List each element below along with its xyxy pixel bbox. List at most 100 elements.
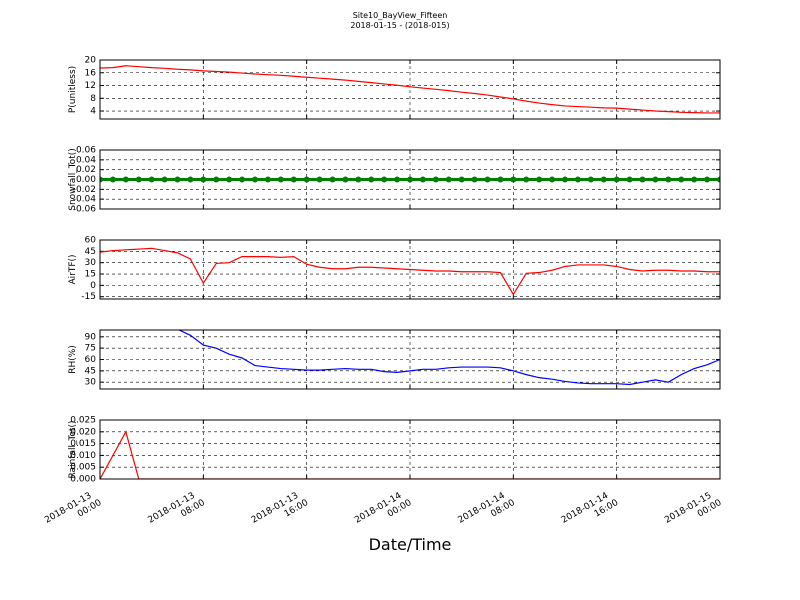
y-tick-label: -0.06 — [73, 205, 97, 215]
plot-area — [100, 176, 720, 183]
data-point — [432, 176, 439, 183]
data-point — [100, 176, 103, 183]
y-tick-label: 0.025 — [70, 416, 96, 426]
data-point — [574, 176, 581, 183]
data-point — [445, 176, 452, 183]
y-tick-label: -0.02 — [73, 185, 96, 195]
y-tick-label: 16 — [85, 68, 97, 78]
data-point — [200, 176, 207, 183]
data-point — [187, 176, 194, 183]
y-axis-label: Rainfall_Tot() — [68, 421, 78, 479]
y-tick-label: 0.015 — [70, 439, 96, 449]
data-point — [562, 176, 568, 183]
data-point — [252, 176, 258, 183]
data-point — [419, 176, 426, 183]
y-tick-label: 0.06 — [76, 146, 96, 156]
y-tick-label: 0.010 — [70, 451, 96, 461]
y-tick-label: 0.020 — [70, 427, 96, 437]
y-axis-label: AirTF() — [68, 254, 78, 284]
data-point — [639, 176, 646, 183]
data-point — [394, 176, 401, 183]
y-axis-label: Snowfall_Tot() — [68, 148, 78, 211]
data-point — [368, 176, 375, 183]
axes-frame — [99, 59, 721, 120]
chart-title: Site10_BayView_Fifteen — [353, 11, 448, 20]
data-point — [277, 176, 284, 183]
data-point — [239, 176, 246, 183]
y-tick-label: 0 — [90, 281, 96, 291]
y-tick-label: -15 — [81, 292, 96, 302]
data-point — [549, 176, 556, 183]
y-tick-label: 15 — [85, 270, 96, 280]
y-tick-label: 45 — [85, 366, 96, 376]
data-point — [510, 176, 517, 183]
data-point — [407, 176, 413, 183]
data-point — [665, 176, 672, 183]
data-point — [355, 176, 362, 183]
data-point — [109, 176, 116, 183]
data-point — [174, 176, 181, 183]
data-point — [213, 176, 220, 183]
axes-frame — [99, 419, 721, 480]
y-tick-label: 60 — [85, 236, 97, 246]
y-tick-label: 20 — [85, 56, 97, 66]
y-tick-label: 30 — [85, 258, 97, 268]
data-point — [536, 176, 543, 183]
y-axis-label: RH(%) — [68, 345, 78, 374]
data-line — [100, 65, 720, 114]
data-point — [303, 176, 310, 183]
data-point — [381, 176, 388, 183]
axes-frame — [99, 239, 721, 300]
y-tick-label: 30 — [85, 378, 97, 388]
y-tick-label: 90 — [85, 332, 97, 342]
data-point — [122, 176, 129, 183]
data-point — [587, 176, 594, 183]
data-point — [316, 176, 323, 183]
data-point — [523, 176, 530, 183]
data-point — [329, 176, 336, 183]
data-point — [652, 176, 659, 183]
data-point — [626, 176, 633, 183]
y-tick-label: 0.00 — [76, 175, 96, 185]
y-tick-label: 8 — [90, 94, 96, 104]
y-tick-label: -0.04 — [73, 195, 97, 205]
axes-frame — [99, 149, 721, 210]
y-tick-label: 0.02 — [76, 165, 96, 175]
data-line — [100, 247, 720, 296]
data-point — [226, 176, 233, 183]
data-point — [704, 176, 711, 183]
data-point — [458, 176, 465, 183]
y-tick-label: 12 — [85, 81, 96, 91]
data-point — [678, 176, 685, 183]
data-point — [717, 176, 720, 183]
data-point — [484, 176, 491, 183]
data-point — [264, 176, 271, 183]
y-tick-label: 0.005 — [70, 463, 96, 473]
plot-area — [100, 65, 720, 114]
y-tick-label: 0.000 — [70, 475, 96, 485]
data-point — [290, 176, 297, 183]
y-axis-label: P(unitless) — [68, 66, 78, 113]
axes-frame — [99, 329, 721, 390]
x-axis-label: Date/Time — [369, 535, 452, 554]
data-point — [148, 176, 155, 183]
y-tick-label: 75 — [85, 344, 96, 354]
y-tick-label: 45 — [85, 247, 96, 257]
y-tick-label: 0.04 — [76, 155, 96, 165]
y-tick-label: 4 — [90, 107, 96, 117]
data-point — [613, 176, 620, 183]
plot-area — [177, 330, 720, 386]
plot-area — [100, 247, 720, 296]
data-point — [161, 176, 168, 183]
data-point — [691, 176, 698, 183]
data-point — [342, 176, 349, 183]
data-point — [471, 176, 478, 183]
data-line — [177, 330, 720, 386]
y-tick-label: 60 — [85, 355, 97, 365]
data-point — [600, 176, 607, 183]
chart-subtitle: 2018-01-15 - (2018-015) — [350, 21, 449, 30]
data-point — [135, 176, 142, 183]
data-point — [497, 176, 504, 183]
